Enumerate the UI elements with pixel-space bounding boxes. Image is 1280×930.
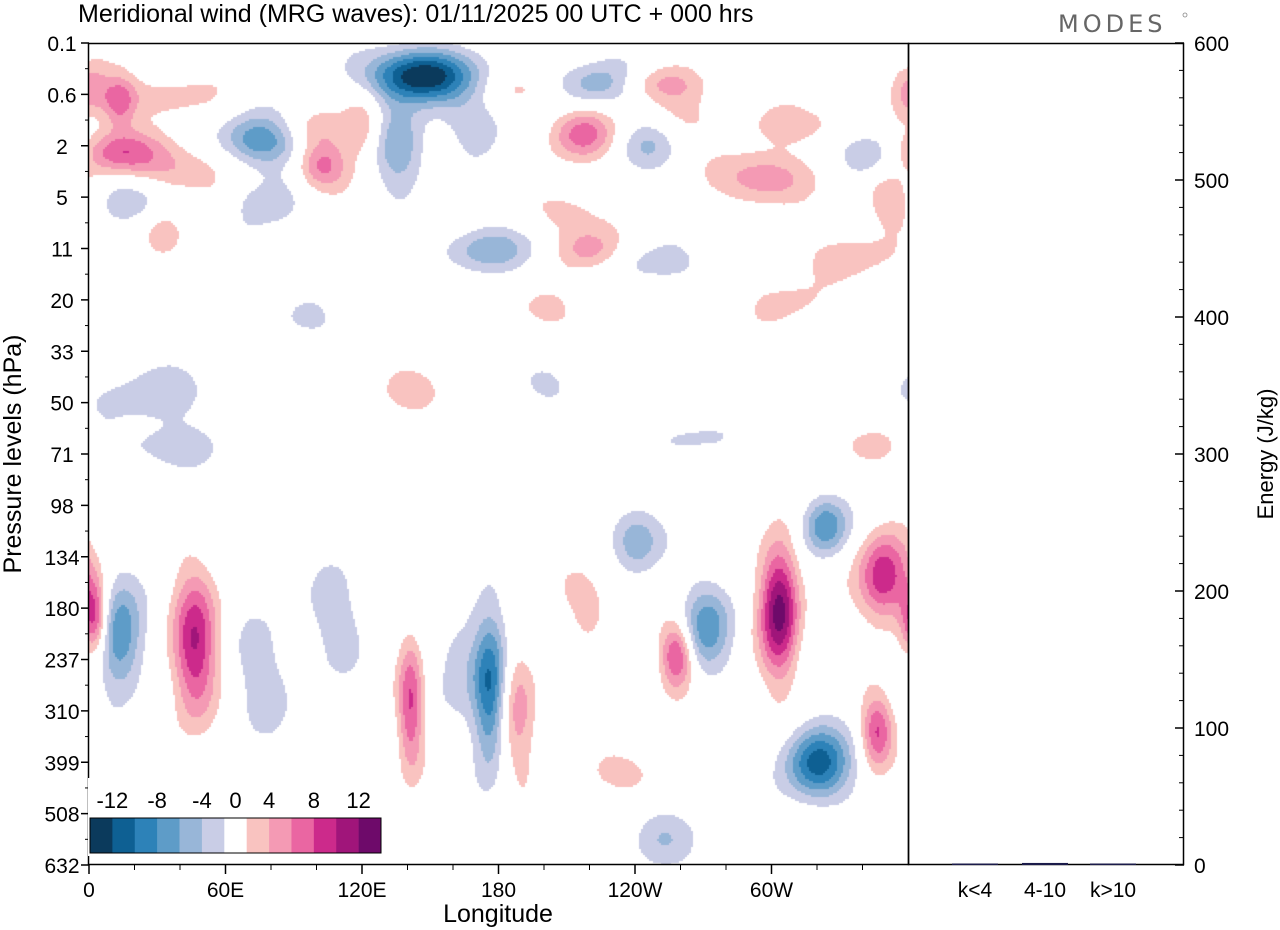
colorbar-swatch — [358, 818, 382, 853]
y-tick-label: 71 — [50, 444, 73, 467]
y-tick-label: 508 — [44, 804, 79, 827]
colorbar-swatch — [201, 818, 225, 853]
energy-tick-label: 500 — [1194, 170, 1229, 193]
energy-tick-label: 300 — [1194, 444, 1229, 467]
colorbar-label: -4 — [192, 788, 212, 813]
y-tick-label: 237 — [44, 650, 79, 673]
y-tick-label: 33 — [50, 341, 73, 364]
y-axis-label: Pressure levels (hPa) — [0, 335, 27, 574]
energy-category-label: k>10 — [1090, 879, 1136, 902]
x-tick-label: 120E — [337, 879, 386, 902]
energy-bar — [1022, 862, 1068, 865]
energy-tick-label: 200 — [1194, 581, 1229, 604]
energy-bars: k<4 4-10 k>10 — [952, 862, 1136, 902]
y-tick-label: 399 — [44, 752, 79, 775]
energy-category-label: 4-10 — [1024, 879, 1066, 902]
chart-title: Meridional wind (MRG waves): 01/11/2025 … — [78, 0, 754, 28]
wind-contour-field — [89, 43, 908, 865]
colorbar-swatch — [336, 818, 359, 853]
colorbar-swatch — [291, 818, 315, 853]
colorbar-frame — [89, 817, 382, 854]
colorbar-swatch — [134, 818, 158, 853]
colorbar-swatch — [224, 818, 247, 853]
energy-tick-label: 600 — [1194, 33, 1229, 56]
colorbar-label: 8 — [308, 788, 320, 813]
energy-frame — [907, 42, 1185, 866]
colorbar-swatch — [269, 818, 292, 853]
colorbar-label: 0 — [229, 788, 241, 813]
y-tick-label: 0.1 — [47, 33, 76, 56]
energy-tick-label: 0 — [1194, 855, 1206, 878]
y-tick-label: 20 — [50, 290, 73, 313]
energy-tick-label: 400 — [1194, 307, 1229, 330]
energy-tick-label: 100 — [1194, 718, 1229, 741]
y-tick-label: 2 — [56, 136, 68, 159]
colorbar-swatch — [112, 818, 136, 853]
longitude-axis: 0 60E 120E 180 120W 60W — [83, 865, 863, 902]
colorbar-swatch — [313, 818, 337, 853]
x-axis-label: Longitude — [443, 900, 553, 928]
colorbar-label: -8 — [147, 788, 167, 813]
registered-mark-icon — [1182, 12, 1188, 18]
energy-axis-label: Energy (J/kg) — [1253, 389, 1278, 520]
colorbar: -12 -8 -4 0 4 8 12 — [88, 778, 383, 856]
x-tick-label: 60E — [207, 879, 244, 902]
colorbar-label: -12 — [96, 788, 128, 813]
pressure-axis: 0.1 0.6 2 5 11 20 33 50 71 98 134 180 237 310 399 508 63… — [44, 33, 89, 878]
x-tick-label: 60W — [750, 879, 793, 902]
modes-logo: MODES — [1058, 10, 1166, 38]
y-tick-label: 134 — [44, 547, 79, 570]
heatmap-area — [89, 43, 908, 865]
y-tick-label: 0.6 — [47, 84, 76, 107]
y-tick-label: 98 — [50, 495, 73, 518]
energy-bar — [1090, 863, 1136, 865]
x-tick-label: 120W — [608, 879, 663, 902]
x-tick-label: 180 — [481, 879, 516, 902]
y-tick-label: 632 — [44, 855, 79, 878]
y-tick-label: 310 — [44, 701, 79, 724]
y-tick-label: 50 — [50, 393, 73, 416]
energy-axis: 0 100 200 300 400 500 600 — [1175, 33, 1229, 878]
colorbar-label: 12 — [346, 788, 370, 813]
energy-category-label: k<4 — [958, 879, 993, 902]
x-tick-label: 0 — [83, 879, 95, 902]
colorbar-swatch — [179, 818, 203, 853]
colorbar-swatch — [157, 818, 180, 853]
y-tick-label: 180 — [44, 598, 79, 621]
y-tick-label: 5 — [56, 187, 68, 210]
colorbar-swatch — [246, 818, 270, 853]
colorbar-swatch — [90, 818, 113, 853]
y-tick-label: 11 — [51, 239, 73, 262]
energy-bar — [952, 863, 998, 865]
colorbar-label: 4 — [263, 788, 275, 813]
